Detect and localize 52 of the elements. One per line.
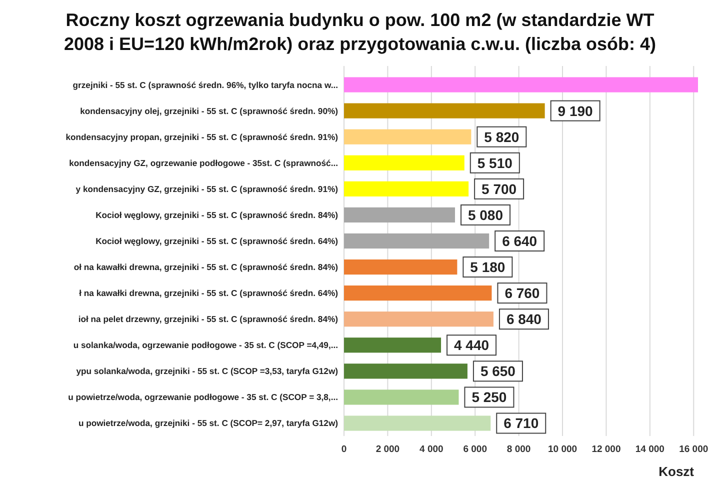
bar [344, 390, 459, 405]
bar [344, 312, 494, 327]
x-tick-label: 2 000 [376, 444, 400, 455]
y-tick-label: grzejniki - 55 st. C (sprawność średn. 96%, tylko taryfa nocna w... [72, 80, 338, 90]
data-label: 5 080 [468, 206, 504, 223]
y-tick-label: u solanka/woda, ogrzewanie podłogowe - 35 st. C (SCOP =4,49,... [73, 340, 338, 350]
bar [344, 286, 492, 301]
bar [344, 233, 490, 249]
bar [344, 129, 472, 144]
y-tick-label: kondensacyjny GZ, ogrzewanie podłogowe - 35st. C (sprawność... [69, 158, 338, 168]
bar [344, 364, 468, 379]
y-tick-label: u powietrze/woda, ogrzewanie podłogowe - 35 st. C (SCOP = 3,8,... [68, 392, 338, 402]
x-tick-label: 8 000 [506, 444, 531, 455]
data-label: 5 510 [477, 154, 513, 171]
data-label: 5 820 [484, 128, 520, 145]
data-label: 6 710 [504, 415, 539, 432]
bar [344, 181, 469, 196]
y-tick-label: y kondensacyjny GZ, grzejniki - 55 st. C (sprawność średn. 91%) [76, 184, 338, 194]
data-label: 4 440 [454, 337, 490, 354]
x-tick-label: 16 000 [679, 444, 708, 455]
x-tick-label: 10 000 [548, 444, 578, 455]
y-tick-label: ioł na pelet drzewny, grzejniki - 55 st. C (sprawność średn. 84%) [78, 314, 338, 324]
bar [344, 103, 545, 118]
y-tick-label: kondensacyjny olej, grzejniki - 55 st. C (sprawność średn. 90%) [80, 106, 338, 116]
data-label: 5 650 [480, 363, 516, 380]
bar [344, 155, 464, 170]
x-tick-label: 14 000 [635, 444, 664, 455]
bar [344, 207, 456, 222]
data-label: 6 640 [502, 232, 538, 249]
data-label: 6 760 [504, 285, 540, 302]
y-tick-label: u powietrze/woda, grzejniki - 55 st. C (SCOP= 2,97, taryfa G12w) [78, 418, 338, 428]
y-tick-label: Kocioł węglowy, grzejniki - 55 st. C (sprawność średn. 84%) [96, 210, 338, 220]
bar [344, 416, 491, 431]
y-tick-label: ypu solanka/woda, grzejniki - 55 st. C (SCOP =3,53, taryfa G12w) [76, 366, 338, 376]
x-tick-label: 0 [341, 444, 347, 455]
chart-title: Roczny koszt ogrzewania budynku o pow. 100 m2 (w standardzie WT 2008 i EU=120 kWh/m2rok) oraz przygotowania c.w.u. (liczba osób: 4) [64, 10, 656, 54]
x-tick-label: 6 000 [463, 444, 487, 455]
y-tick-label: oł na kawałki drewna, grzejniki - 55 st. C (sprawność średn. 84%) [74, 262, 338, 272]
x-tick-label: 4 000 [420, 444, 444, 455]
bar [344, 77, 698, 92]
data-label: 5 180 [470, 259, 506, 276]
bar [344, 259, 458, 275]
data-label: 6 840 [506, 311, 542, 328]
data-label: 9 190 [558, 102, 594, 119]
bar [344, 338, 442, 353]
x-tick-label: 12 000 [592, 444, 621, 455]
data-label: 5 250 [472, 389, 507, 406]
y-tick-label: kondensacyjny propan, grzejniki - 55 st. C (sprawność średn. 91%) [66, 132, 338, 142]
y-tick-label: ł na kawałki drewna, grzejniki - 55 st. C (sprawność średn. 64%) [79, 288, 338, 298]
data-label: 5 700 [482, 180, 517, 197]
y-tick-label: Kocioł węglowy, grzejniki - 55 st. C (sprawność średn. 64%) [96, 236, 338, 246]
x-axis-title: Koszt [658, 464, 695, 479]
